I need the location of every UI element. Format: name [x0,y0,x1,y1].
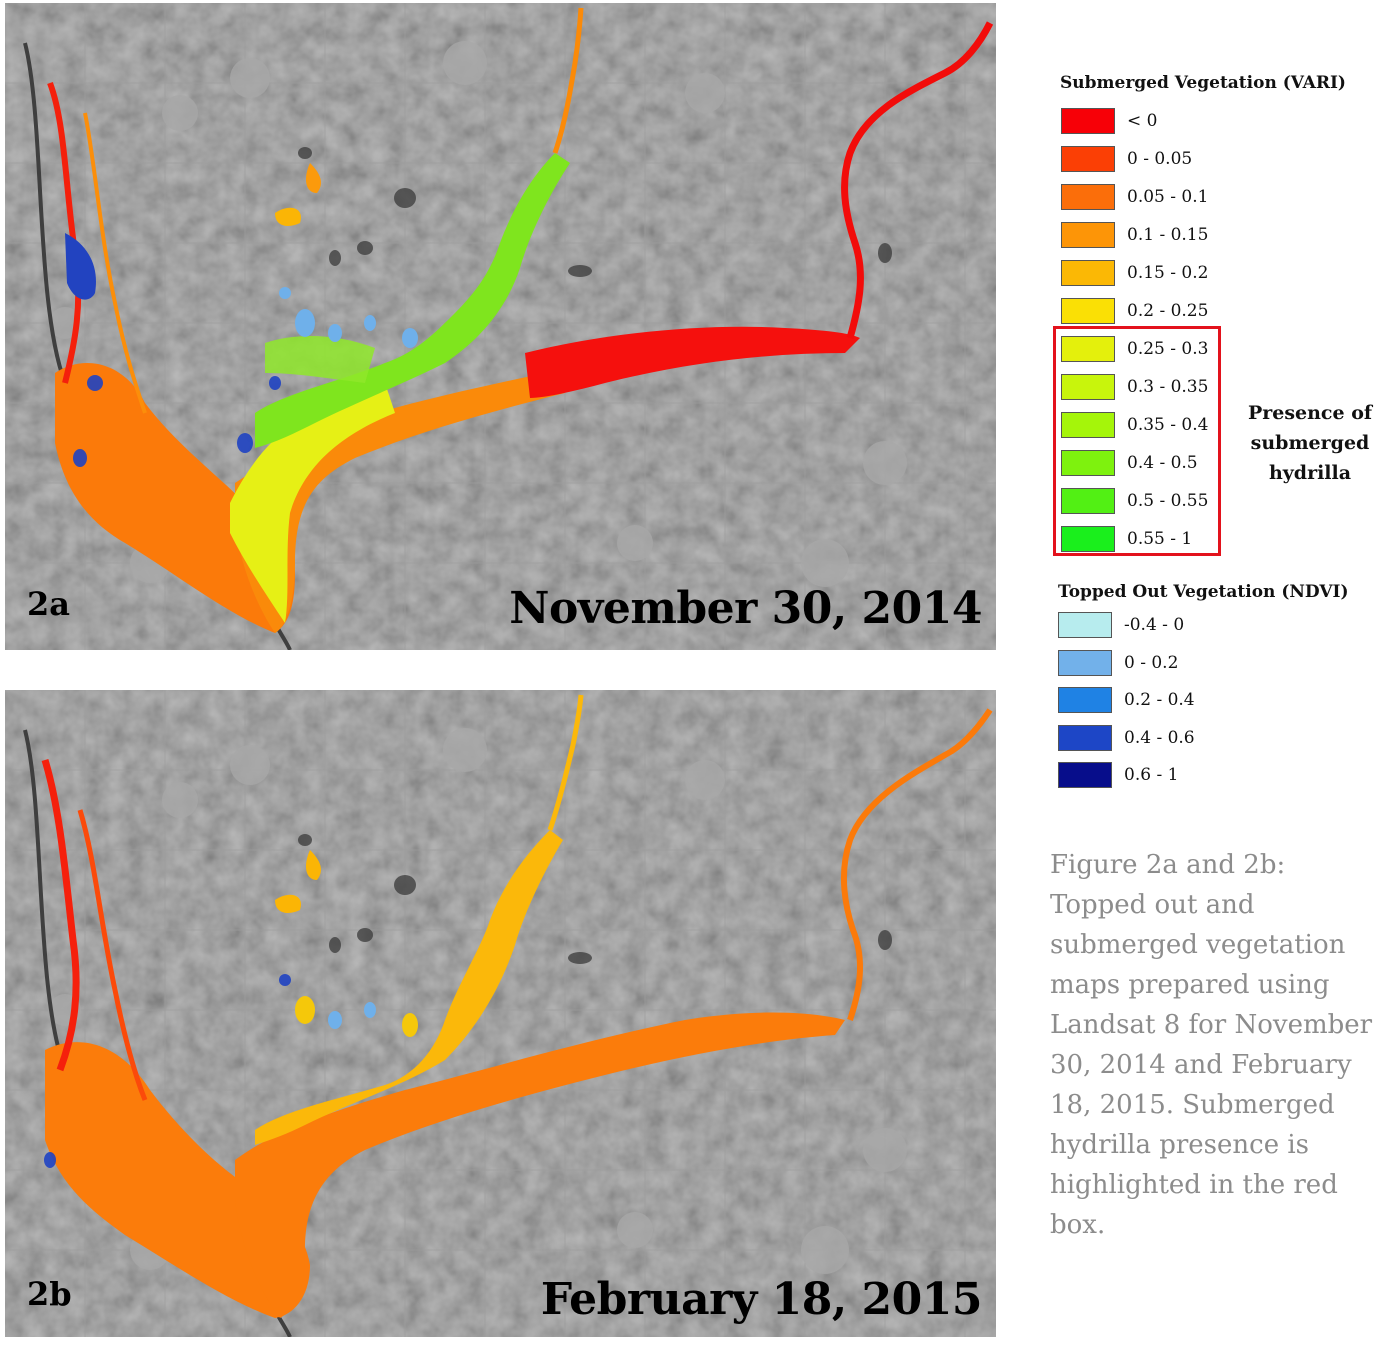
satellite-map-2b [5,690,996,1337]
legend-label: 0.2 - 0.25 [1127,301,1209,321]
legend-label: 0.5 - 0.55 [1127,491,1209,511]
legend-label: < 0 [1127,111,1158,131]
legend-swatch [1061,146,1115,172]
legend-swatch [1061,526,1115,552]
legend-label: 0.25 - 0.3 [1127,339,1209,359]
legend-label: 0.2 - 0.4 [1124,690,1195,710]
map-panel-2b: 2b February 18, 2015 [5,690,996,1337]
legend-label: 0.05 - 0.1 [1127,187,1209,207]
panel-id-label: 2b [27,1275,72,1313]
legend-swatch [1061,374,1115,400]
legend-swatch [1061,108,1115,134]
legend-swatch [1061,488,1115,514]
lake-vegetation-2a [47,7,994,633]
pivot-fields [49,41,907,587]
ponds [298,834,892,964]
legend-label: 0.55 - 1 [1127,529,1193,549]
legend-swatch [1058,649,1112,676]
legend-vari-title: Submerged Vegetation (VARI) [1060,73,1346,93]
legend-swatch [1058,724,1112,751]
legend-label: 0 - 0.05 [1127,149,1193,169]
legend-ndvi-title: Topped Out Vegetation (NDVI) [1058,582,1349,602]
panel-date-label: February 18, 2015 [540,1274,983,1325]
legend-swatch [1061,412,1115,438]
legend-label: 0.35 - 0.4 [1127,415,1209,435]
legend-label: -0.4 - 0 [1124,615,1185,635]
map-panel-2a: 2a November 30, 2014 [5,3,996,650]
legend-swatch [1058,762,1112,788]
hydrilla-highlight-box [1053,326,1221,556]
ponds [298,147,892,277]
figure-caption: Figure 2a and 2b: Topped out and submerg… [1050,850,1373,1240]
panel-id-label: 2a [27,585,70,623]
legend-label: 0 - 0.2 [1124,652,1179,673]
legend-label: 0.4 - 0.6 [1124,727,1195,748]
hydrilla-note: Presence of submerged hydrilla [1247,402,1373,484]
legend-swatch [1061,336,1115,362]
legend-label: 0.4 - 0.5 [1127,453,1198,473]
legend-swatch [1061,184,1115,210]
legend-swatch [1058,687,1112,713]
panel-date-label: November 30, 2014 [509,583,982,634]
satellite-map-2a [5,3,996,650]
legend-label: 0.15 - 0.2 [1127,263,1209,283]
legend-swatch [1058,612,1112,638]
legend-swatch [1061,260,1115,286]
legend-label: 0.3 - 0.35 [1127,377,1209,397]
legend-swatch [1061,222,1115,248]
legend-swatch [1061,298,1115,324]
legend-label: 0.1 - 0.15 [1127,225,1209,245]
legend-label: 0.6 - 1 [1124,765,1179,785]
legend-swatch [1061,450,1115,476]
lake-vegetation-2b [41,694,993,1318]
